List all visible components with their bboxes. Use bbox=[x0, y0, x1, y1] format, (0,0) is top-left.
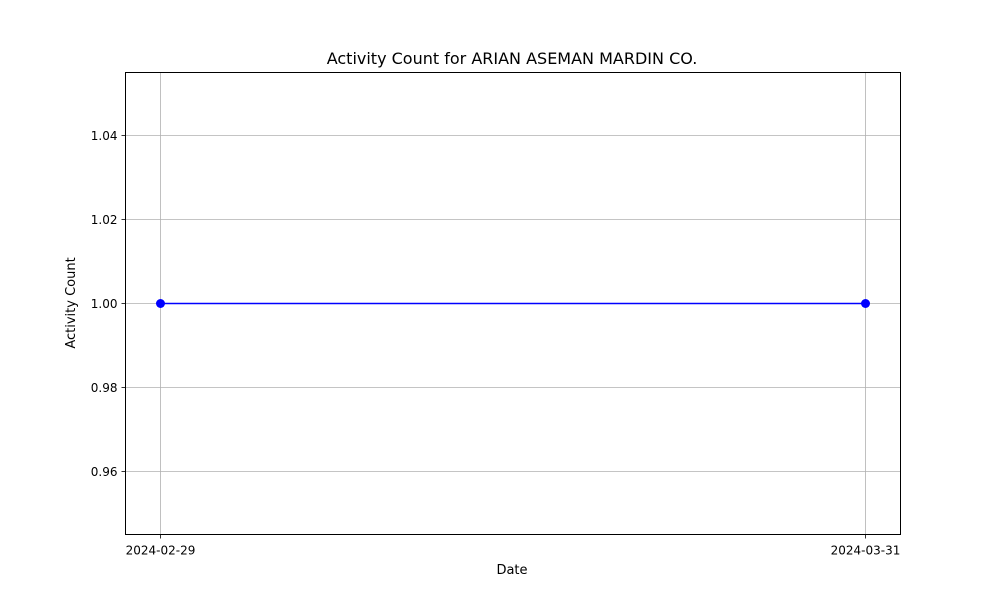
x-axis-label: Date bbox=[496, 563, 527, 578]
series-layer bbox=[156, 299, 870, 308]
x-tick-label: 2024-02-29 bbox=[126, 544, 196, 558]
chart-title: Activity Count for ARIAN ASEMAN MARDIN C… bbox=[327, 49, 698, 68]
y-tick-label: 0.98 bbox=[91, 381, 118, 395]
x-tick-label: 2024-03-31 bbox=[831, 544, 901, 558]
ticks: 0.96 0.98 1.00 1.02 1.04 2024-02-29 2024-03-31 bbox=[91, 129, 901, 558]
y-tick-label: 1.04 bbox=[91, 129, 118, 143]
data-point bbox=[861, 299, 870, 308]
y-tick-label: 1.00 bbox=[91, 297, 118, 311]
y-tick-label: 1.02 bbox=[91, 213, 118, 227]
y-axis-label: Activity Count bbox=[64, 257, 79, 348]
y-tick-label: 0.96 bbox=[91, 465, 118, 479]
data-point bbox=[156, 299, 165, 308]
